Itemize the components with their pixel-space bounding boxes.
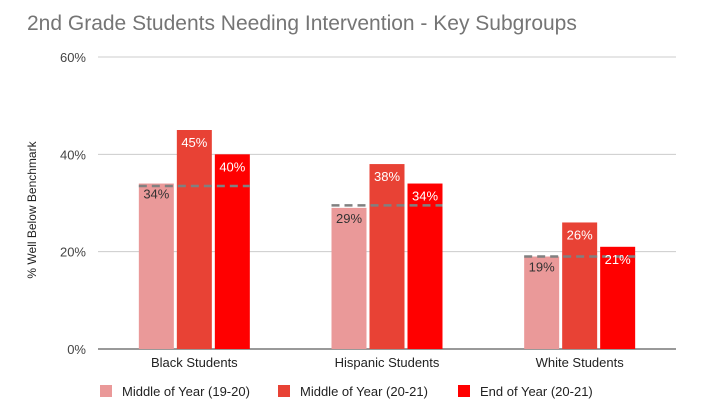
chart-title: 2nd Grade Students Needing Intervention …	[27, 12, 577, 35]
data-label: 34%	[412, 189, 438, 204]
bars	[138, 130, 636, 349]
legend-swatch	[100, 385, 112, 397]
category-label: Hispanic Students	[335, 355, 440, 370]
y-tick-label: 60%	[60, 50, 86, 65]
data-label: 19%	[529, 260, 555, 275]
legend-label: End of Year (20-21)	[480, 384, 593, 399]
bar	[176, 130, 212, 349]
y-tick-label: 40%	[60, 147, 86, 162]
bar	[331, 207, 367, 349]
bar	[138, 183, 174, 349]
reference-lines	[138, 184, 636, 258]
category-labels: Black Students Hispanic Students White Stu…	[151, 355, 624, 370]
data-label: 26%	[567, 227, 593, 242]
legend-label: Middle of Year (20-21)	[300, 384, 428, 399]
legend-swatch	[458, 385, 470, 397]
data-label: 38%	[374, 169, 400, 184]
bar	[369, 164, 405, 349]
y-tick-label: 20%	[60, 245, 86, 260]
bar	[214, 154, 250, 349]
bar	[524, 256, 560, 349]
legend-label: Middle of Year (19-20)	[122, 384, 250, 399]
category-label: White Students	[536, 355, 625, 370]
bar	[562, 222, 598, 349]
bar	[407, 183, 443, 349]
category-label: Black Students	[151, 355, 238, 370]
data-label: 45%	[181, 135, 207, 150]
legend-swatch	[278, 385, 290, 397]
data-label: 29%	[336, 211, 362, 226]
bar	[600, 246, 636, 349]
data-label: 34%	[143, 187, 169, 202]
data-label: 21%	[605, 252, 631, 267]
y-axis-label: % Well Below Benchmark	[25, 140, 39, 278]
data-label: 40%	[219, 159, 245, 174]
y-tick-label: 0%	[67, 342, 86, 357]
data-labels: 34% 45% 40% 29% 38% 34% 19% 26% 21%	[143, 135, 631, 275]
legend: Middle of Year (19-20) Middle of Year (20…	[100, 384, 593, 399]
